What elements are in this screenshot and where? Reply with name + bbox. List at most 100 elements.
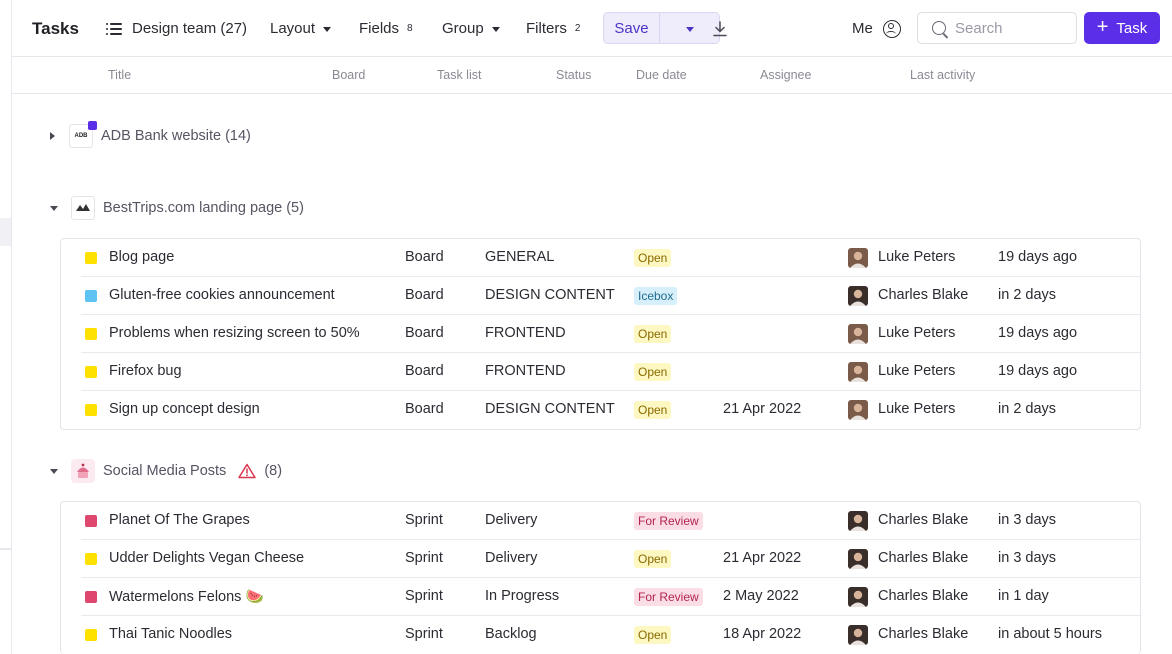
- download-icon: [713, 20, 727, 36]
- task-list: FRONTEND: [485, 325, 566, 341]
- save-options-button[interactable]: [660, 13, 719, 43]
- group-count: (5): [286, 200, 304, 216]
- task-board: Board: [405, 249, 444, 265]
- status-badge[interactable]: Open: [634, 325, 672, 343]
- search-icon: [932, 21, 946, 35]
- task-last-activity: 19 days ago: [998, 325, 1078, 341]
- group-count: (14): [225, 128, 251, 144]
- lock-icon: [88, 121, 97, 130]
- status-badge[interactable]: Open: [634, 401, 672, 419]
- avatar: [848, 625, 868, 645]
- table-row[interactable]: Firefox bug Board FRONTEND Open Luke Peters 1…: [81, 353, 1140, 391]
- warning-icon: [238, 463, 257, 479]
- table-row[interactable]: Udder Delights Vegan Cheese Sprint Deliver…: [81, 540, 1140, 578]
- task-title[interactable]: Blog page: [109, 249, 175, 265]
- column-header-due-date[interactable]: Due date: [636, 68, 687, 82]
- save-button[interactable]: Save: [604, 13, 660, 43]
- task-title[interactable]: Gluten-free cookies announcement: [109, 287, 335, 303]
- column-header-status[interactable]: Status: [556, 68, 592, 82]
- status-badge[interactable]: For Review: [634, 588, 703, 606]
- board-logo-text: ADB: [74, 133, 88, 139]
- search-box[interactable]: [917, 12, 1077, 44]
- add-task-button[interactable]: + Task: [1084, 12, 1160, 44]
- task-color-marker: [85, 515, 97, 527]
- chevron-down-icon: [491, 27, 500, 32]
- group-button[interactable]: Group: [442, 0, 500, 57]
- task-assignee: Luke Peters: [878, 325, 956, 341]
- task-board: Sprint: [405, 626, 443, 642]
- task-assignee: Charles Blake: [878, 287, 969, 303]
- task-last-activity: in 2 days: [998, 287, 1057, 303]
- task-last-activity: in 3 days: [998, 550, 1057, 566]
- status-badge[interactable]: Open: [634, 363, 672, 381]
- task-color-marker: [85, 553, 97, 565]
- filters-button[interactable]: Filters 2: [526, 0, 580, 57]
- task-table-besttrips: Blog page Board GENERAL Open Luke Peters 19 d…: [60, 238, 1141, 430]
- task-due-date: 18 Apr 2022: [723, 626, 802, 642]
- chevron-down-icon[interactable]: [50, 468, 58, 474]
- avatar: [848, 587, 868, 607]
- filters-label: Filters: [526, 20, 567, 37]
- task-title[interactable]: Sign up concept design: [109, 401, 260, 417]
- status-badge[interactable]: Open: [634, 249, 672, 267]
- task-title[interactable]: Thai Tanic Noodles: [109, 626, 233, 642]
- chevron-right-icon[interactable]: [50, 132, 55, 140]
- avatar: [848, 400, 868, 420]
- group-name: BestTrips.com landing page: [103, 200, 283, 216]
- avatar: [848, 549, 868, 569]
- table-row[interactable]: Sign up concept design Board DESIGN CONTEN…: [81, 391, 1140, 429]
- avatar: [848, 511, 868, 531]
- layout-button[interactable]: Layout: [270, 0, 332, 57]
- task-color-marker: [85, 404, 97, 416]
- group-header-social-media[interactable]: Social Media Posts (8): [50, 459, 282, 483]
- board-logo: [71, 459, 95, 483]
- status-badge[interactable]: Icebox: [634, 287, 678, 305]
- task-assignee: Charles Blake: [878, 626, 969, 642]
- column-header-title[interactable]: Title: [108, 68, 132, 82]
- chevron-down-icon: [685, 26, 694, 32]
- view-selector-label: Design team (27): [132, 20, 248, 37]
- table-row[interactable]: Gluten-free cookies announcement Board DES…: [81, 277, 1140, 315]
- status-badge[interactable]: Open: [634, 550, 672, 568]
- column-header-assignee[interactable]: Assignee: [760, 68, 812, 82]
- task-title[interactable]: Planet Of The Grapes: [109, 512, 250, 528]
- board-logo: [71, 196, 95, 220]
- chevron-down-icon[interactable]: [50, 205, 58, 211]
- column-header-last-activity[interactable]: Last activity: [910, 68, 976, 82]
- group-count: (8): [264, 463, 283, 479]
- task-title[interactable]: Udder Delights Vegan Cheese: [109, 550, 305, 566]
- task-board: Sprint: [405, 512, 443, 528]
- me-filter-button[interactable]: Me: [852, 0, 901, 57]
- table-row[interactable]: Thai Tanic Noodles Sprint Backlog Open 18 Ap…: [81, 616, 1140, 654]
- task-color-marker: [85, 591, 97, 603]
- task-title[interactable]: Firefox bug: [109, 363, 182, 379]
- table-row[interactable]: Planet Of The Grapes Sprint Delivery For Re…: [81, 502, 1140, 540]
- list-icon: [106, 22, 122, 36]
- table-row[interactable]: Blog page Board GENERAL Open Luke Peters 19 d…: [81, 239, 1140, 277]
- view-selector[interactable]: Design team (27): [106, 0, 247, 57]
- table-row[interactable]: Problems when resizing screen to 50% Boar…: [81, 315, 1140, 353]
- search-input[interactable]: [955, 19, 1065, 37]
- group-label: Group: [442, 20, 484, 37]
- column-header-board[interactable]: Board: [332, 68, 366, 82]
- task-color-marker: [85, 366, 97, 378]
- cupcake-icon: [77, 463, 89, 478]
- table-row[interactable]: Watermelons Felons 🍉 Sprint In Progress For…: [81, 578, 1140, 616]
- task-board: Board: [405, 287, 444, 303]
- task-assignee: Charles Blake: [878, 550, 969, 566]
- page-title: Tasks: [32, 18, 79, 38]
- download-button[interactable]: [709, 0, 731, 57]
- column-header-task-list[interactable]: Task list: [437, 68, 482, 82]
- fields-button[interactable]: Fields 8: [359, 0, 413, 57]
- task-due-date: 21 Apr 2022: [723, 550, 802, 566]
- group-header-besttrips[interactable]: BestTrips.com landing page (5): [50, 196, 304, 220]
- group-header-adb-bank[interactable]: ADB ADB Bank website (14): [50, 121, 251, 148]
- fields-label: Fields: [359, 20, 400, 37]
- task-title[interactable]: Problems when resizing screen to 50%: [109, 325, 360, 341]
- task-title[interactable]: Watermelons Felons 🍉: [109, 589, 264, 605]
- task-assignee: Charles Blake: [878, 512, 969, 528]
- task-due-date: 21 Apr 2022: [723, 401, 802, 417]
- status-badge[interactable]: For Review: [634, 512, 703, 530]
- status-badge[interactable]: Open: [634, 626, 672, 644]
- task-assignee: Luke Peters: [878, 249, 956, 265]
